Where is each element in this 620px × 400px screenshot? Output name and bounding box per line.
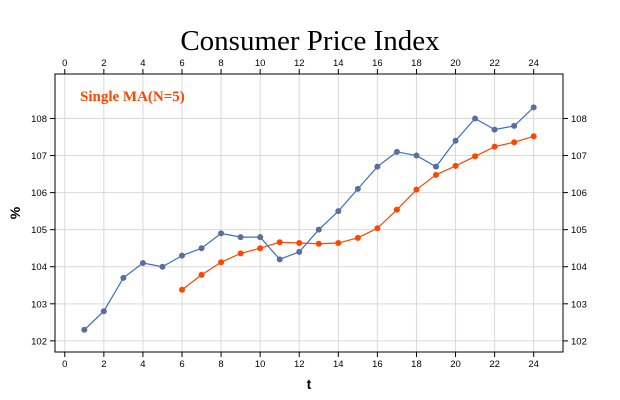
series-1-point	[139, 260, 146, 267]
series-2-point	[491, 143, 498, 150]
series-2-point	[257, 245, 264, 252]
series-1-point	[296, 248, 303, 255]
y-tick-label-left: 103	[31, 299, 47, 310]
x-tick-label-top: 20	[450, 58, 461, 69]
y-tick-label-right: 102	[571, 336, 587, 347]
y-tick-label-right: 104	[571, 262, 587, 273]
series-1-point	[433, 163, 439, 170]
x-tick-label-top: 12	[294, 58, 305, 69]
series-2-point	[413, 186, 420, 193]
x-tick-label-top: 8	[218, 58, 223, 69]
x-tick-label-bottom: 6	[179, 359, 184, 370]
series-2-point	[315, 240, 322, 247]
series-group	[81, 104, 537, 333]
y-tick-label-left: 108	[31, 114, 47, 125]
x-tick-label-bottom: 24	[528, 359, 539, 370]
series-2-point	[237, 250, 244, 257]
x-tick-label-top: 22	[489, 58, 500, 69]
y-tick-label-left: 106	[31, 188, 47, 199]
y-tick-label-right: 103	[571, 299, 587, 310]
x-tick-label-top: 6	[179, 58, 184, 69]
series-2-point	[276, 239, 283, 246]
series-1-point	[335, 208, 342, 215]
x-tick-label-top: 4	[140, 58, 145, 69]
grid	[55, 74, 563, 352]
series-1-point	[257, 234, 264, 241]
x-tick-label-bottom: 16	[372, 359, 383, 370]
x-tick-label-top: 0	[62, 58, 67, 69]
x-tick-label-bottom: 18	[411, 359, 422, 370]
series-2-point	[452, 162, 459, 169]
series-2-point	[179, 286, 185, 293]
series-1-point	[530, 104, 537, 111]
series-2-point	[335, 240, 342, 247]
series-2-point	[433, 171, 439, 178]
series-1-point	[511, 122, 518, 129]
axes: 0022446688101012121414161618182020222224…	[31, 58, 587, 370]
series-1-point	[159, 263, 166, 270]
y-axis-label: %	[7, 206, 23, 219]
series-1-point	[452, 137, 459, 144]
x-tick-label-top: 16	[372, 58, 383, 69]
series-1-point	[393, 148, 400, 155]
x-tick-label-top: 2	[101, 58, 106, 69]
x-tick-label-bottom: 4	[140, 359, 145, 370]
series-2-point	[354, 234, 361, 241]
x-tick-label-bottom: 20	[450, 359, 461, 370]
x-tick-label-top: 18	[411, 58, 422, 69]
y-tick-label-left: 105	[31, 225, 47, 236]
series-2-point	[511, 139, 518, 146]
x-tick-label-bottom: 0	[62, 359, 67, 370]
x-tick-label-bottom: 2	[101, 359, 106, 370]
x-tick-label-bottom: 14	[333, 359, 344, 370]
chart-title: Consumer Price Index	[180, 25, 440, 57]
y-tick-label-left: 107	[31, 151, 47, 162]
x-tick-label-top: 10	[255, 58, 266, 69]
series-2-point	[374, 225, 381, 232]
series-1-point	[120, 274, 127, 281]
series-1-point	[276, 256, 283, 263]
series-1-point	[100, 308, 107, 315]
series-2-point	[472, 153, 479, 160]
series-2-point	[198, 271, 205, 278]
series-1-point	[198, 245, 205, 252]
series-2-point	[393, 206, 400, 213]
series-1-point	[315, 226, 322, 233]
series-1-point	[218, 230, 225, 237]
series-2-point	[218, 259, 225, 266]
x-tick-label-bottom: 8	[218, 359, 223, 370]
series-1-point	[237, 234, 244, 241]
series-1-point	[179, 252, 185, 259]
series-1-point	[413, 152, 420, 159]
series-1-line	[83, 106, 535, 331]
x-tick-label-top: 14	[333, 58, 344, 69]
series-1-point	[354, 185, 361, 192]
series-1-point	[81, 326, 88, 333]
x-tick-label-bottom: 12	[294, 359, 305, 370]
series-1-point	[374, 163, 381, 170]
series-1-point	[491, 126, 498, 133]
x-tick-label-top: 24	[528, 58, 539, 69]
ma-annotation: Single MA(N=5)	[80, 89, 185, 105]
series-1-point	[472, 115, 479, 122]
series-2-point	[530, 133, 537, 140]
y-tick-label-right: 105	[571, 225, 587, 236]
y-tick-label-right: 106	[571, 188, 587, 199]
y-tick-label-right: 107	[571, 151, 587, 162]
plot-frame	[54, 73, 564, 353]
y-tick-label-left: 102	[31, 336, 47, 347]
y-tick-label-left: 104	[31, 262, 47, 273]
series-2-point	[296, 240, 303, 247]
x-tick-label-bottom: 10	[255, 359, 266, 370]
x-axis-label: t	[307, 376, 312, 392]
x-tick-label-bottom: 22	[489, 359, 500, 370]
y-tick-label-right: 108	[571, 114, 587, 125]
